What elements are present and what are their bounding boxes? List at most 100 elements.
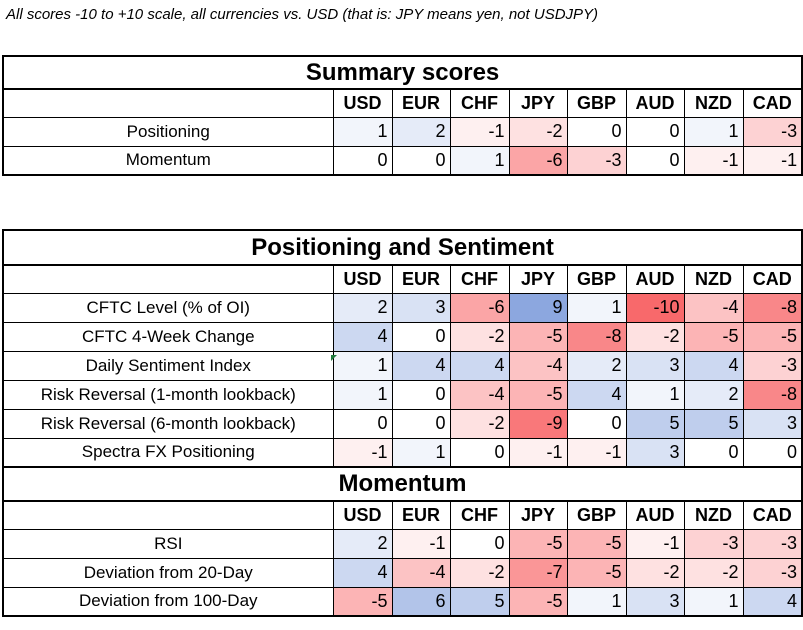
comment-marker (331, 355, 337, 361)
momentum-score-cell: 4 (742, 586, 803, 617)
positioning-score-cell: -5 (683, 321, 744, 352)
positioning-score-cell: 3 (625, 437, 685, 468)
positioning-score-cell: 4 (683, 350, 744, 381)
positioning-score-cell: 0 (566, 408, 627, 439)
momentum-score-cell: 6 (391, 586, 451, 617)
positioning-score-cell: 5 (683, 408, 744, 439)
positioning-score-cell: 0 (742, 437, 803, 468)
momentum-title: Momentum (2, 466, 803, 502)
positioning-currency-header-aud: AUD (625, 264, 685, 294)
positioning-row-label: Risk Reversal (1-month lookback) (2, 379, 334, 410)
positioning-currency-header-usd: USD (332, 264, 393, 294)
momentum-score-cell: -3 (742, 557, 803, 588)
summary-score-cell: 0 (625, 145, 685, 176)
positioning-score-cell: 1 (391, 437, 451, 468)
positioning-score-cell: -2 (449, 408, 510, 439)
momentum-currency-header-jpy: JPY (508, 500, 568, 530)
scale-note: All scores -10 to +10 scale, all currenc… (6, 6, 599, 23)
positioning-row: Daily Sentiment Index 1 4 4 -4 2 3 4 -3 (2, 350, 803, 381)
summary-score-cell: -1 (742, 145, 803, 176)
momentum-score-cell: -1 (625, 528, 685, 559)
momentum-row: Deviation from 100-Day -5 6 5 -5 1 3 1 4 (2, 586, 803, 617)
positioning-score-cell: 5 (625, 408, 685, 439)
momentum-row: RSI 2 -1 0 -5 -5 -1 -3 -3 (2, 528, 803, 559)
summary-header-blank (2, 88, 334, 118)
positioning-currency-header-cad: CAD (742, 264, 803, 294)
positioning-score-cell: -3 (742, 350, 803, 381)
summary-row-label: Positioning (2, 116, 334, 147)
positioning-score-cell: 4 (332, 321, 393, 352)
summary-score-cell: 0 (625, 116, 685, 147)
positioning-score-cell: -8 (742, 292, 803, 323)
summary-score-cell: -1 (683, 145, 744, 176)
positioning-score-cell: 0 (332, 408, 393, 439)
momentum-currency-header-chf: CHF (449, 500, 510, 530)
positioning-momentum-table: Positioning and Sentiment USD EUR CHF JPY GBP… (2, 229, 803, 617)
positioning-currency-header-jpy: JPY (508, 264, 568, 294)
positioning-row: Risk Reversal (6-month lookback) 0 0 -2 -9 0 5… (2, 408, 803, 439)
positioning-row-label: Spectra FX Positioning (2, 437, 334, 468)
summary-score-cell: 2 (391, 116, 451, 147)
momentum-score-cell: 2 (332, 528, 393, 559)
summary-row: Momentum 0 0 1 -6 -3 0 -1 -1 (2, 145, 803, 176)
momentum-score-cell: 4 (332, 557, 393, 588)
positioning-score-cell: 2 (332, 292, 393, 323)
momentum-score-cell: -2 (625, 557, 685, 588)
positioning-score-cell: -5 (508, 379, 568, 410)
positioning-score-cell: -1 (332, 437, 393, 468)
positioning-score-cell: -2 (449, 321, 510, 352)
summary-title: Summary scores (2, 55, 803, 90)
momentum-score-cell: -1 (391, 528, 451, 559)
summary-currency-header-usd: USD (332, 88, 393, 118)
summary-scores-table: Summary scores USD EUR CHF JPY GBP AUD NZD CAD … (2, 55, 803, 176)
positioning-score-cell: 0 (449, 437, 510, 468)
positioning-score-cell: 0 (683, 437, 744, 468)
momentum-currency-header-cad: CAD (742, 500, 803, 530)
positioning-score-cell: -1 (508, 437, 568, 468)
momentum-row-label: Deviation from 20-Day (2, 557, 334, 588)
summary-score-cell: -3 (742, 116, 803, 147)
positioning-currency-header-chf: CHF (449, 264, 510, 294)
summary-currency-header-cad: CAD (742, 88, 803, 118)
positioning-score-cell: 3 (391, 292, 451, 323)
positioning-row-label: Daily Sentiment Index (2, 350, 334, 381)
positioning-score-cell: 2 (683, 379, 744, 410)
summary-currency-header-nzd: NZD (683, 88, 744, 118)
summary-score-cell: 0 (566, 116, 627, 147)
positioning-currency-header-nzd: NZD (683, 264, 744, 294)
positioning-score-cell: 9 (508, 292, 568, 323)
positioning-score-cell: 4 (391, 350, 451, 381)
momentum-score-cell: -3 (742, 528, 803, 559)
summary-currency-header-chf: CHF (449, 88, 510, 118)
positioning-score-cell: -2 (625, 321, 685, 352)
summary-score-cell: 0 (391, 145, 451, 176)
summary-currency-header-eur: EUR (391, 88, 451, 118)
positioning-score-cell: -8 (566, 321, 627, 352)
summary-currency-header-gbp: GBP (566, 88, 627, 118)
summary-score-cell: -3 (566, 145, 627, 176)
summary-currency-header-jpy: JPY (508, 88, 568, 118)
summary-score-cell: 1 (332, 116, 393, 147)
momentum-score-cell: -7 (508, 557, 568, 588)
momentum-score-cell: 1 (683, 586, 744, 617)
positioning-score-cell: 1 (332, 379, 393, 410)
positioning-row: Spectra FX Positioning -1 1 0 -1 -1 3 0 0 (2, 437, 803, 468)
summary-score-cell: 1 (683, 116, 744, 147)
positioning-score-cell: -4 (449, 379, 510, 410)
momentum-currency-header-nzd: NZD (683, 500, 744, 530)
positioning-score-cell: 1 (566, 292, 627, 323)
positioning-currency-header-eur: EUR (391, 264, 451, 294)
positioning-row: CFTC 4-Week Change 4 0 -2 -5 -8 -2 -5 -5 (2, 321, 803, 352)
summary-score-cell: 1 (449, 145, 510, 176)
positioning-score-cell: 1 (332, 350, 393, 381)
positioning-row-label: CFTC Level (% of OI) (2, 292, 334, 323)
positioning-score-cell: 1 (625, 379, 685, 410)
positioning-score-cell: -5 (742, 321, 803, 352)
positioning-score-cell: 4 (566, 379, 627, 410)
momentum-currency-header-eur: EUR (391, 500, 451, 530)
momentum-score-cell: -5 (566, 528, 627, 559)
positioning-row-label: CFTC 4-Week Change (2, 321, 334, 352)
positioning-row-label: Risk Reversal (6-month lookback) (2, 408, 334, 439)
momentum-score-cell: -5 (508, 586, 568, 617)
summary-score-cell: 0 (332, 145, 393, 176)
